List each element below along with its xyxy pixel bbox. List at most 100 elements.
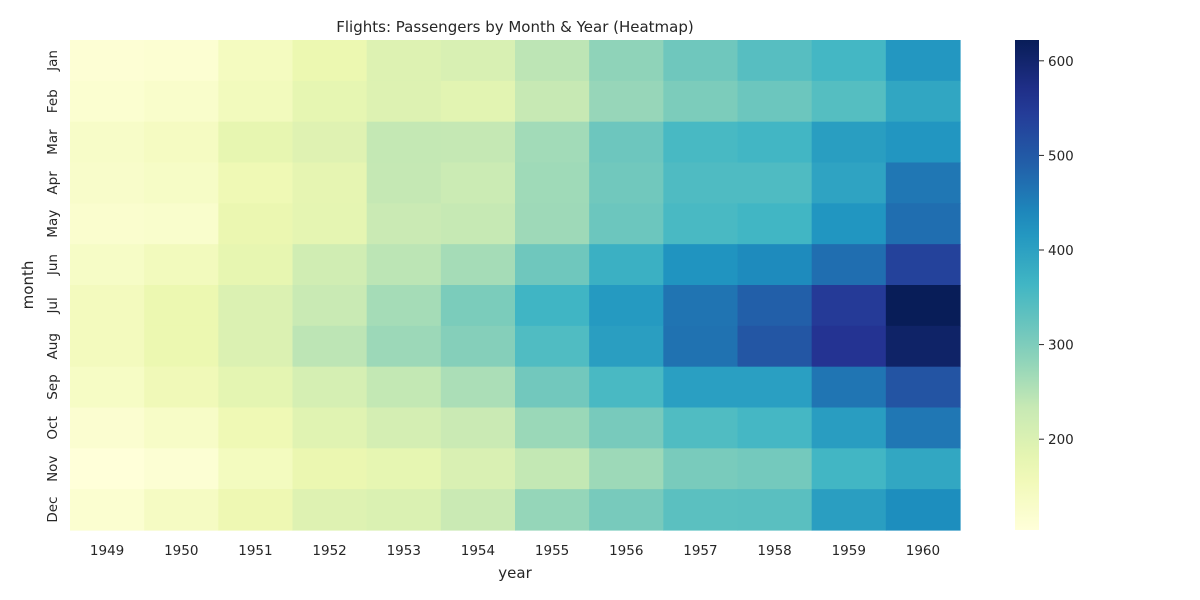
heatmap-cell [292, 325, 368, 368]
colorbar [1015, 40, 1039, 530]
colorbar-ticks: 200 300 400 500 600 [1039, 54, 1074, 448]
x-tick-labels: 1949 1950 1951 1952 1953 1954 1955 1956 1957 1958… [90, 543, 940, 559]
x-tick-label: 1953 [387, 543, 421, 559]
heatmap-cell [218, 40, 294, 82]
heatmap-cell [440, 203, 516, 245]
heatmap-cell [440, 285, 516, 327]
x-tick-label: 1957 [683, 543, 717, 559]
heatmap-cell [885, 325, 961, 368]
heatmap-cell [144, 121, 219, 164]
heatmap-cell [811, 448, 887, 490]
heatmap-cell [811, 40, 887, 82]
heatmap-cell [70, 162, 145, 204]
heatmap-cell [218, 285, 294, 327]
heatmap-cell [885, 489, 961, 531]
heatmap-cell [366, 80, 442, 123]
heatmap-cell [663, 285, 739, 327]
heatmap-cell [218, 448, 294, 490]
heatmap-cell [70, 407, 145, 449]
heatmap-cell [515, 162, 590, 204]
heatmap-cell [440, 121, 516, 164]
heatmap-cell [663, 121, 739, 164]
heatmap-cell [366, 489, 442, 531]
heatmap-cell [70, 203, 145, 245]
heatmap-cell [144, 489, 219, 531]
heatmap-cell [366, 407, 442, 449]
heatmap-cell [811, 80, 887, 123]
heatmap-cell [811, 203, 887, 245]
heatmap-cell [440, 162, 516, 204]
heatmap-cell [589, 80, 664, 123]
heatmap-cell [366, 121, 442, 164]
heatmap-cell [292, 121, 368, 164]
heatmap-cell [218, 366, 294, 409]
x-tick-label: 1952 [312, 543, 346, 559]
heatmap-cell [515, 80, 590, 123]
heatmap-cell [589, 448, 664, 490]
heatmap-cell [366, 325, 442, 368]
heatmap-cell [70, 325, 145, 368]
heatmap-cell [589, 285, 664, 327]
chart-title: Flights: Passengers by Month & Year (Hea… [336, 18, 694, 36]
heatmap-cell [737, 80, 813, 123]
heatmap-cell [663, 162, 739, 204]
heatmap-cell [885, 40, 961, 82]
heatmap-cell [440, 80, 516, 123]
heatmap-cell [440, 325, 516, 368]
heatmap-cell [366, 448, 442, 490]
heatmap-cell [589, 244, 664, 286]
y-tick-label: Sep [45, 374, 61, 399]
heatmap-cell [737, 407, 813, 449]
heatmap-cell [292, 162, 368, 204]
heatmap-cell [589, 489, 664, 531]
heatmap-cell [292, 366, 368, 409]
heatmap-cell [144, 162, 219, 204]
heatmap-cell [70, 489, 145, 531]
heatmap-cell [811, 407, 887, 449]
heatmap-cell [589, 366, 664, 409]
heatmap-cell [515, 489, 590, 531]
y-tick-label: Aug [45, 333, 61, 359]
heatmap-cell [663, 489, 739, 531]
y-tick-label: Oct [45, 416, 61, 439]
heatmap-cell [515, 121, 590, 164]
heatmap-cell [885, 366, 961, 409]
heatmap-cell [366, 285, 442, 327]
colorbar-tick-label: 500 [1048, 148, 1074, 164]
heatmap-cell [885, 244, 961, 286]
y-tick-labels: Jan Feb Mar Apr May Jun Jul Aug Sep Oct Nov Dec [45, 50, 61, 523]
heatmap-cell [218, 80, 294, 123]
heatmap-cell [737, 366, 813, 409]
heatmap-cell [737, 448, 813, 490]
heatmap-cell [811, 366, 887, 409]
heatmap-cell [589, 121, 664, 164]
heatmap-cell [292, 448, 368, 490]
y-tick-label: Jul [45, 297, 61, 314]
heatmap-cell [366, 203, 442, 245]
heatmap-cell [366, 366, 442, 409]
heatmap-cell [440, 366, 516, 409]
x-tick-label: 1956 [609, 543, 643, 559]
heatmap-cell [292, 489, 368, 531]
heatmap-cell [737, 162, 813, 204]
y-tick-label: Apr [45, 171, 61, 195]
heatmap-cell [144, 325, 219, 368]
heatmap-cell [737, 489, 813, 531]
x-tick-label: 1955 [535, 543, 569, 559]
heatmap-cell [885, 162, 961, 204]
heatmap-cell [589, 40, 664, 82]
heatmap-cell [811, 489, 887, 531]
heatmap-cells [70, 40, 961, 531]
heatmap-cell [737, 285, 813, 327]
heatmap-cell [515, 448, 590, 490]
heatmap-cell [811, 244, 887, 286]
heatmap-cell [663, 40, 739, 82]
y-tick-label: Nov [45, 456, 61, 482]
heatmap-cell [589, 203, 664, 245]
heatmap-cell [515, 244, 590, 286]
heatmap-cell [218, 203, 294, 245]
heatmap-cell [292, 40, 368, 82]
heatmap-cell [737, 40, 813, 82]
heatmap-cell [737, 244, 813, 286]
